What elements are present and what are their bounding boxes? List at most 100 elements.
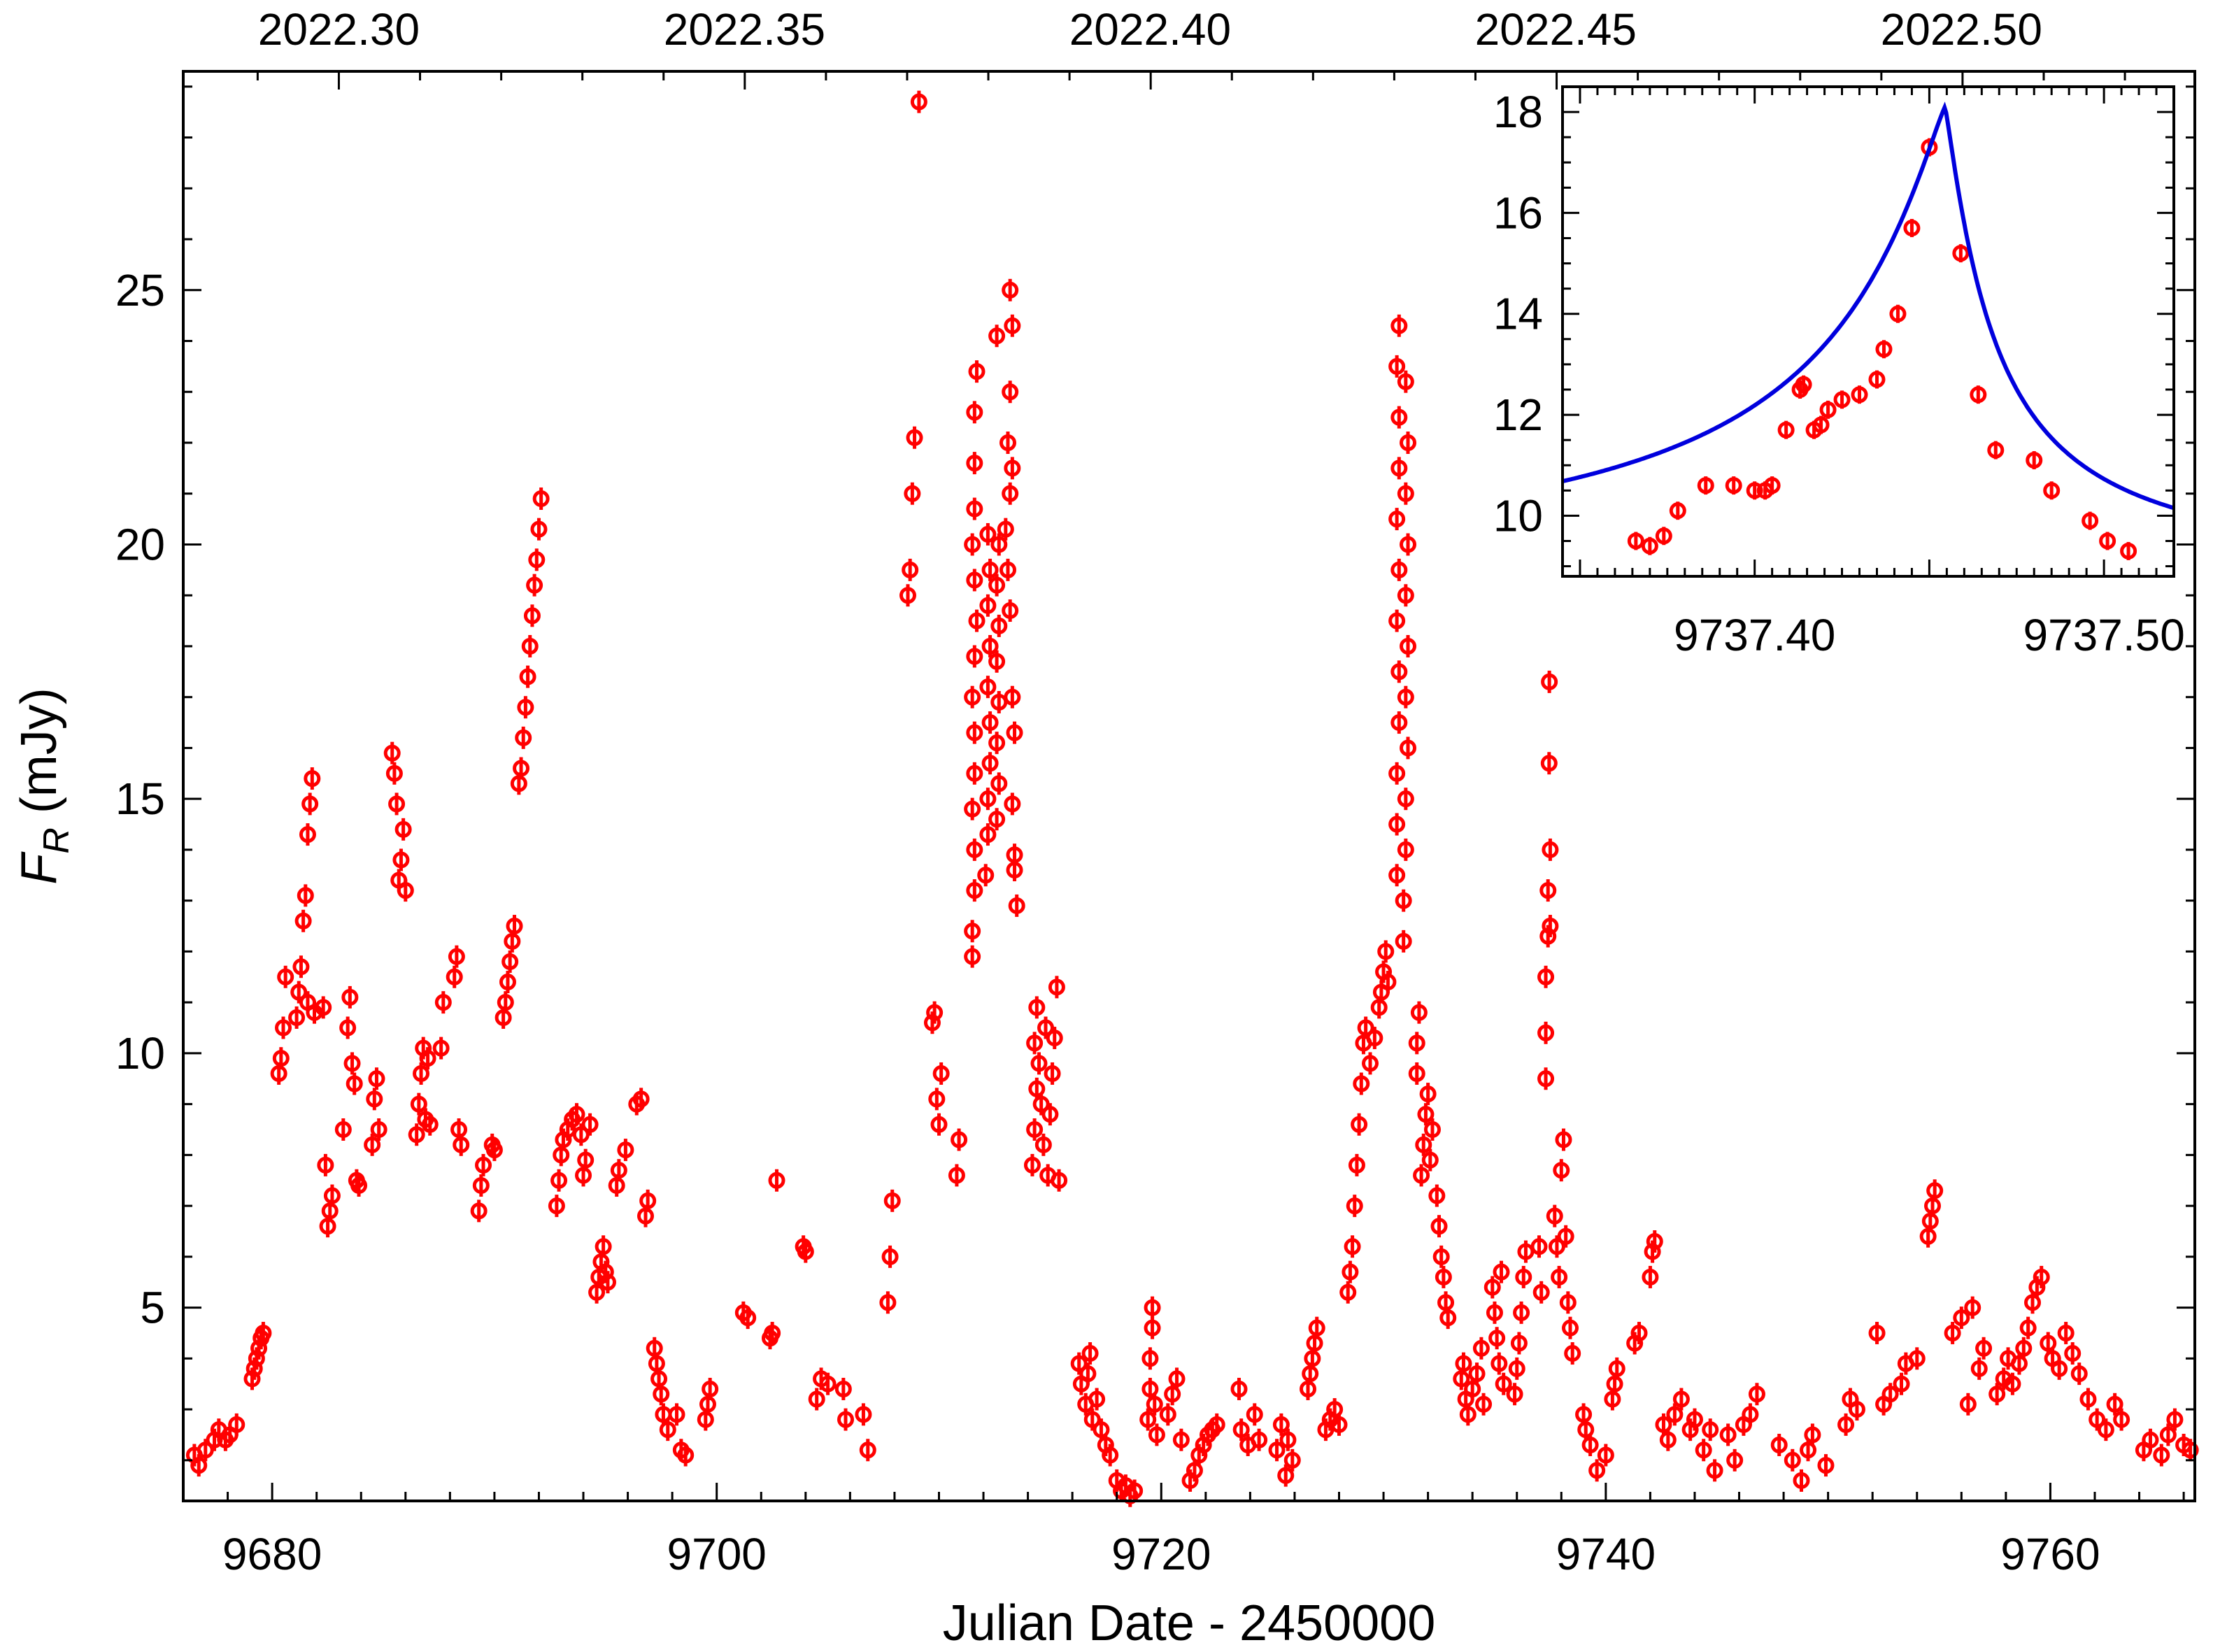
data-point	[1868, 1321, 1886, 1344]
data-point	[1008, 894, 1025, 917]
data-point	[1400, 634, 1417, 657]
data-point	[1581, 1433, 1599, 1456]
data-point	[1277, 1464, 1295, 1487]
data-point	[1702, 1418, 1719, 1441]
top-year-tick-labels: 2022.30 2022.35 2022.40 2022.45 2022.50	[258, 4, 2042, 55]
data-point	[981, 711, 999, 734]
data-point	[1413, 1164, 1430, 1187]
data-point	[1126, 1479, 1144, 1502]
data-point	[902, 558, 919, 581]
data-point	[966, 838, 983, 861]
data-point	[1666, 1403, 1684, 1426]
data-point	[1770, 1433, 1788, 1456]
data-point	[1353, 1072, 1370, 1095]
data-point	[2004, 1372, 2021, 1395]
data-point	[964, 920, 981, 943]
data-point	[1608, 1357, 1625, 1380]
data-point	[292, 955, 310, 978]
data-point	[928, 1088, 946, 1111]
data-point	[966, 452, 983, 475]
data-point	[277, 965, 294, 988]
data-point	[1464, 1377, 1481, 1400]
data-point	[899, 584, 916, 607]
data-point	[1026, 1118, 1044, 1141]
data-point	[250, 1337, 268, 1360]
x-tick-label: 9720	[1111, 1529, 1211, 1579]
data-point	[1881, 1383, 1899, 1406]
data-point	[923, 1011, 941, 1034]
data-point	[572, 1123, 590, 1146]
data-point	[1408, 1032, 1425, 1055]
data-point	[1102, 1444, 1119, 1467]
data-point	[1159, 1403, 1176, 1426]
data-point	[523, 604, 541, 627]
data-point	[1410, 1001, 1428, 1024]
data-point	[1659, 1428, 1677, 1451]
inset-axis-ticks	[1563, 85, 2175, 576]
data-point	[1546, 1204, 1563, 1227]
data-point	[1070, 1352, 1088, 1375]
data-point	[1964, 1296, 1981, 1319]
data-point	[1646, 1230, 1663, 1253]
data-point	[448, 945, 465, 968]
data-point	[275, 1016, 292, 1039]
data-point	[1655, 1413, 1672, 1436]
data-point	[1455, 1352, 1472, 1375]
inset-plot-frame	[1561, 85, 2175, 578]
data-point	[2040, 1332, 2057, 1355]
data-point	[1644, 1240, 1661, 1263]
data-point	[1804, 1423, 1821, 1446]
data-point	[1553, 1159, 1570, 1182]
data-point	[1784, 1448, 1801, 1472]
data-point	[1488, 1327, 1506, 1350]
inset-data-point	[1833, 390, 1851, 409]
data-point	[1537, 1067, 1555, 1090]
data-point	[966, 721, 983, 744]
data-point	[2024, 1291, 2042, 1314]
data-point	[2015, 1337, 2033, 1360]
inset-data-point	[1819, 400, 1837, 419]
data-point	[1342, 1260, 1359, 1283]
data-point	[1557, 1225, 1574, 1248]
data-point	[926, 1001, 944, 1024]
data-point	[1468, 1362, 1486, 1386]
data-point	[248, 1347, 265, 1370]
data-point	[1388, 609, 1406, 632]
data-point	[1344, 1235, 1361, 1258]
data-point	[597, 1260, 614, 1283]
data-point	[421, 1113, 439, 1136]
data-point	[988, 650, 1006, 673]
data-point	[1388, 813, 1406, 836]
inset-data-point	[1970, 385, 1987, 404]
data-point	[1559, 1291, 1577, 1314]
inset-x-tick-label: 9737.50	[2023, 610, 2184, 660]
data-point	[501, 950, 519, 973]
data-point	[988, 732, 1006, 755]
data-point	[632, 1088, 650, 1111]
data-point	[1046, 1027, 1063, 1050]
data-point	[1415, 1133, 1432, 1156]
data-point	[1397, 838, 1414, 861]
data-point	[739, 1306, 757, 1330]
inset-data-point	[1746, 481, 1763, 500]
data-point	[1351, 1113, 1368, 1136]
data-point	[317, 1153, 334, 1176]
data-point	[1542, 915, 1559, 938]
data-point	[1686, 1408, 1703, 1431]
data-point	[1144, 1316, 1161, 1339]
data-point	[1083, 1408, 1101, 1431]
data-point	[1475, 1393, 1493, 1416]
data-point	[981, 752, 999, 775]
x-tick-label: 9700	[667, 1529, 767, 1579]
data-point	[383, 741, 401, 764]
data-point	[1419, 1083, 1437, 1106]
data-point	[1366, 1027, 1383, 1050]
data-point	[1483, 1276, 1501, 1299]
data-point	[446, 965, 463, 988]
data-point	[528, 548, 546, 571]
data-point	[1423, 1118, 1441, 1141]
data-point	[1837, 1413, 1855, 1436]
data-point	[1339, 1281, 1357, 1304]
data-point	[990, 614, 1008, 637]
inset-data-point	[1655, 527, 1672, 546]
